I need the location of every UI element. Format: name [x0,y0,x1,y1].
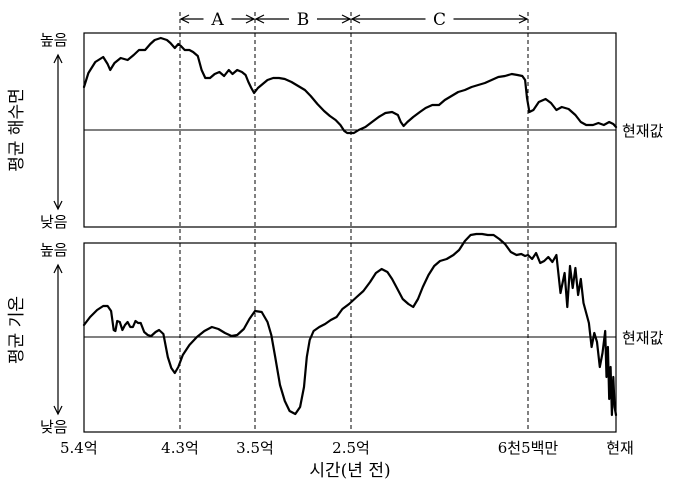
series-line-2 [82,232,618,417]
y-low-label-1: 낮음 [40,213,68,231]
x-tick-label-6: 현재 [606,439,634,457]
y-high-label-1: 높음 [40,31,68,49]
x-tick-label-2: 4.3억 [161,439,199,457]
period-brackets: A B C [179,10,529,30]
period-label-B: B [297,10,310,30]
period-C-left-arrow [350,14,361,24]
data-curves [82,36,618,417]
period-label-C: C [433,10,446,30]
period-A-left-arrow [179,14,190,24]
y-axis-label-2: 평균 기온 [7,296,27,364]
y-low-label-2: 낮음 [40,418,68,436]
period-A-right-arrow [245,14,256,24]
reference-label-2: 현재값 [622,329,664,347]
y-arrow-down-head-1 [53,200,63,211]
x-tick-label-5: 6천5백만 [498,439,559,457]
x-tick-label-4: 2.5억 [332,439,370,457]
x-axis-label: 시간(년 전) [309,461,390,481]
x-tick-label-1: 5.4억 [60,439,98,457]
y-arrow-up-head-2 [53,263,63,274]
y-arrow-up-head-1 [53,53,63,64]
period-B-left-arrow [254,14,265,24]
panel-frames [83,32,617,433]
reference-label-1: 현재값 [622,122,664,140]
y-arrow-down-head-2 [53,405,63,416]
x-tick-labels: 5.4억 4.3억 3.5억 2.5억 6천5백만 현재 [60,439,634,457]
y-axis-label-1: 평균 해수면 [7,88,27,172]
period-B-right-arrow [341,14,352,24]
period-label-A: A [210,10,224,30]
period-C-right-arrow [518,14,529,24]
y-high-label-2: 높음 [40,241,68,259]
series-line-1 [82,36,618,135]
x-tick-label-3: 3.5억 [236,439,274,457]
